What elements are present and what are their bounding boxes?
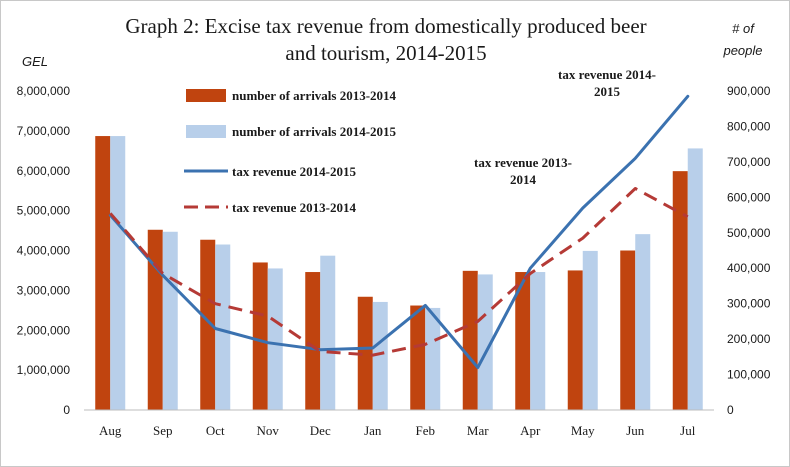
x-tick-label-apr: Apr <box>520 423 541 438</box>
bar-number-of-arrivals-2013-2014-sep <box>147 229 163 410</box>
right-tick-label: 0 <box>727 403 734 417</box>
right-tick-label: 600,000 <box>727 190 771 204</box>
annotation-tax-2014-2015-line-1: tax revenue 2014- <box>558 67 656 82</box>
bar-number-of-arrivals-2014-2015-may <box>582 250 598 410</box>
line-tax-revenue-2013-2014 <box>109 187 689 357</box>
x-tick-label-sep: Sep <box>153 423 173 438</box>
bar-number-of-arrivals-2014-2015-jun <box>635 234 651 410</box>
bar-number-of-arrivals-2013-2014-jun <box>620 250 636 410</box>
bar-number-of-arrivals-2013-2014-jan <box>357 296 373 410</box>
right-tick-label: 500,000 <box>727 226 771 240</box>
category-labels: Aug Sep Oct Nov Dec Jan Feb Mar Apr May Jun Jul <box>99 423 696 438</box>
right-axis-unit-line-2: people <box>722 43 762 58</box>
right-tick-label: 300,000 <box>727 297 771 311</box>
left-tick-label: 1,000,000 <box>17 363 71 377</box>
right-axis-ticks: 0 100,000 200,000 300,000 400,000 500,000 600,… <box>727 84 771 417</box>
bar-number-of-arrivals-2014-2015-jul <box>687 148 703 411</box>
x-tick-label-mar: Mar <box>467 423 489 438</box>
x-tick-label-may: May <box>571 423 595 438</box>
bar-number-of-arrivals-2013-2014-mar <box>462 270 478 410</box>
legend: number of arrivals 2013-2014 number of a… <box>184 88 397 215</box>
left-tick-label: 0 <box>63 403 70 417</box>
right-tick-label: 800,000 <box>727 119 771 133</box>
bar-number-of-arrivals-2014-2015-feb <box>425 307 441 410</box>
x-tick-label-dec: Dec <box>310 423 331 438</box>
right-tick-label: 100,000 <box>727 368 771 382</box>
line-tax-revenue-2014-2015 <box>108 94 690 369</box>
annotation-tax-2014-2015-line-2: 2015 <box>594 84 621 99</box>
left-axis-unit: GEL <box>22 54 48 69</box>
bar-number-of-arrivals-2014-2015-oct <box>215 244 231 410</box>
annotation-tax-2013-2014: tax revenue 2013- 2014 <box>474 155 572 187</box>
bar-number-of-arrivals-2013-2014-dec <box>305 272 321 410</box>
annotation-tax-2013-2014-line-2: 2014 <box>510 172 537 187</box>
x-tick-label-nov: Nov <box>257 423 280 438</box>
x-tick-label-jun: Jun <box>626 423 645 438</box>
left-tick-label: 6,000,000 <box>17 164 71 178</box>
right-tick-label: 200,000 <box>727 332 771 346</box>
left-tick-label: 3,000,000 <box>17 283 71 297</box>
bar-number-of-arrivals-2013-2014-nov <box>252 262 268 410</box>
bar-number-of-arrivals-2013-2014-jul <box>672 171 688 410</box>
bar-number-of-arrivals-2014-2015-sep <box>162 231 178 410</box>
right-axis-unit-line-1: # of <box>732 21 755 36</box>
left-tick-label: 8,000,000 <box>17 84 71 98</box>
legend-label-arrivals-2014-2015: number of arrivals 2014-2015 <box>232 124 397 139</box>
x-tick-label-oct: Oct <box>206 423 225 438</box>
annotation-tax-2013-2014-line-1: tax revenue 2013- <box>474 155 572 170</box>
chart-title-line-2: and tourism, 2014-2015 <box>285 41 486 65</box>
bar-number-of-arrivals-2013-2014-oct <box>200 239 216 410</box>
series-lines <box>108 94 690 369</box>
legend-label-tax-2013-2014: tax revenue 2013-2014 <box>232 200 356 215</box>
bar-number-of-arrivals-2013-2014-aug <box>95 136 111 410</box>
left-tick-label: 7,000,000 <box>17 124 71 138</box>
bar-number-of-arrivals-2014-2015-dec <box>320 255 336 410</box>
bars <box>95 136 703 411</box>
left-tick-label: 4,000,000 <box>17 244 71 258</box>
right-tick-label: 900,000 <box>727 84 771 98</box>
legend-label-tax-2014-2015: tax revenue 2014-2015 <box>232 164 356 179</box>
bar-number-of-arrivals-2013-2014-may <box>567 270 583 410</box>
bar-number-of-arrivals-2014-2015-mar <box>477 274 493 410</box>
x-tick-label-feb: Feb <box>416 423 436 438</box>
bar-number-of-arrivals-2013-2014-feb <box>410 305 426 410</box>
bar-number-of-arrivals-2013-2014-apr <box>515 272 531 410</box>
left-tick-label: 5,000,000 <box>17 204 71 218</box>
x-tick-label-aug: Aug <box>99 423 122 438</box>
right-tick-label: 700,000 <box>727 155 771 169</box>
chart-title-line-1: Graph 2: Excise tax revenue from domesti… <box>125 14 646 38</box>
legend-swatch-arrivals-2013-2014 <box>186 89 226 102</box>
bar-number-of-arrivals-2014-2015-nov <box>267 268 283 410</box>
left-tick-label: 2,000,000 <box>17 323 71 337</box>
legend-swatch-arrivals-2014-2015 <box>186 125 226 138</box>
left-axis-ticks: 0 1,000,000 2,000,000 3,000,000 4,000,000 5,0… <box>17 84 71 417</box>
bar-number-of-arrivals-2014-2015-apr <box>530 272 546 410</box>
x-tick-label-jan: Jan <box>364 423 382 438</box>
x-tick-label-jul: Jul <box>680 423 696 438</box>
bar-number-of-arrivals-2014-2015-jan <box>372 301 388 410</box>
legend-label-arrivals-2013-2014: number of arrivals 2013-2014 <box>232 88 397 103</box>
annotation-tax-2014-2015: tax revenue 2014- 2015 <box>558 67 656 99</box>
right-tick-label: 400,000 <box>727 261 771 275</box>
bar-number-of-arrivals-2014-2015-aug <box>110 136 126 410</box>
